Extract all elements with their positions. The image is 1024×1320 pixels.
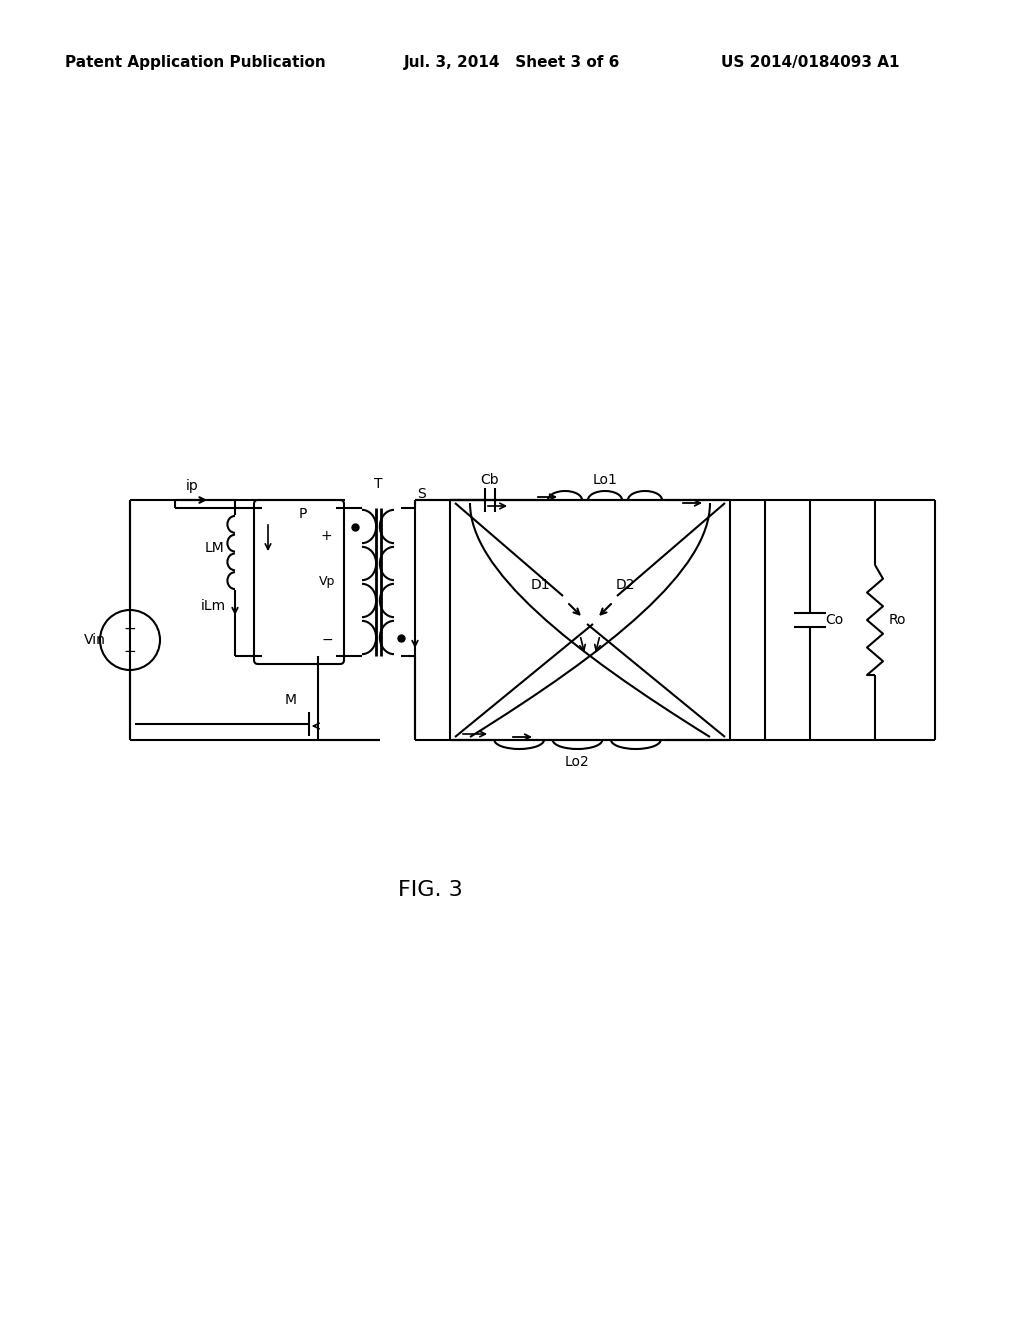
Text: S: S [418, 487, 426, 502]
Text: +: + [124, 622, 136, 636]
Text: Vp: Vp [318, 576, 335, 589]
Text: Vin: Vin [84, 634, 105, 647]
Text: Ro: Ro [888, 612, 906, 627]
Text: Co: Co [825, 612, 843, 627]
Text: FIG. 3: FIG. 3 [397, 880, 463, 900]
Text: Patent Application Publication: Patent Application Publication [65, 54, 326, 70]
Text: −: − [322, 634, 333, 647]
Text: Lo2: Lo2 [565, 755, 590, 770]
Text: −: − [124, 644, 136, 659]
Text: M: M [285, 693, 297, 708]
Text: D2: D2 [615, 578, 635, 591]
Text: D1: D1 [530, 578, 550, 591]
Text: Cb: Cb [480, 473, 500, 487]
Text: P: P [299, 507, 307, 521]
Text: +: + [321, 529, 332, 543]
Text: LM: LM [205, 540, 225, 554]
Text: T: T [374, 477, 382, 491]
Text: Jul. 3, 2014   Sheet 3 of 6: Jul. 3, 2014 Sheet 3 of 6 [403, 54, 621, 70]
Text: iLm: iLm [201, 599, 225, 612]
Text: ip: ip [185, 479, 199, 492]
Text: US 2014/0184093 A1: US 2014/0184093 A1 [721, 54, 899, 70]
Text: Lo1: Lo1 [593, 473, 617, 487]
